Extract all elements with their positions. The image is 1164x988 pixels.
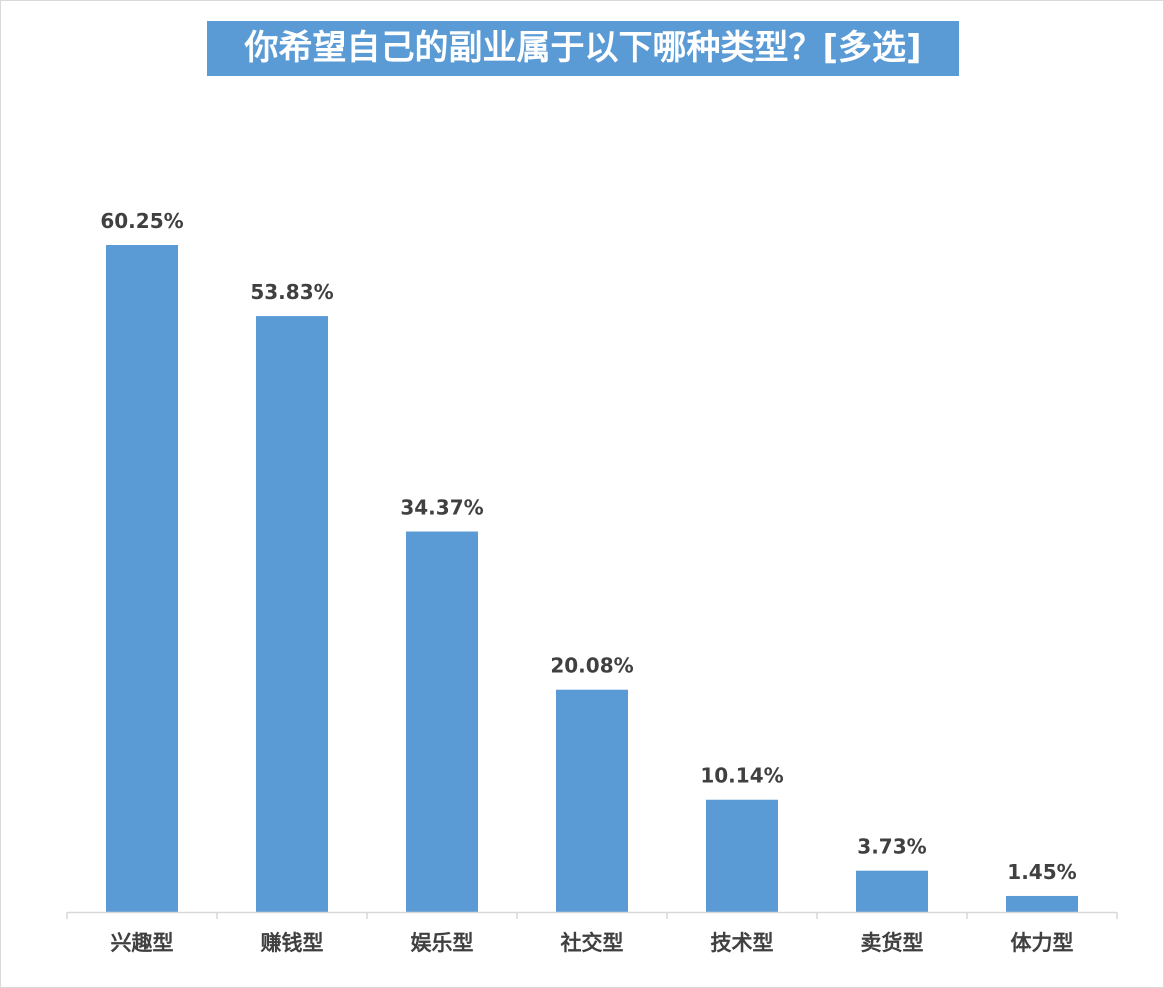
bar-6: [856, 870, 928, 912]
category-label-7: 体力型: [1011, 931, 1074, 955]
bar-5: [706, 799, 778, 912]
bars-group: [106, 245, 1078, 912]
bar-4: [556, 689, 628, 912]
category-labels-group: 兴趣型 赚钱型 娱乐型 社交型 技术型 卖货型 体力型: [111, 931, 1074, 955]
data-label-4: 20.08%: [550, 654, 633, 678]
data-label-6: 3.73%: [857, 835, 926, 859]
bar-2: [256, 316, 328, 912]
category-label-5: 技术型: [711, 931, 774, 955]
x-axis: [66, 911, 1118, 919]
bar-7: [1006, 895, 1078, 912]
category-label-4: 社交型: [560, 931, 624, 955]
category-label-2: 赚钱型: [261, 931, 324, 955]
chart-title: 你希望自己的副业属于以下哪种类型？[多选]: [207, 21, 959, 76]
category-label-1: 兴趣型: [111, 931, 174, 955]
data-label-1: 60.25%: [100, 209, 183, 233]
bar-1: [106, 245, 178, 912]
category-label-3: 娱乐型: [411, 931, 474, 955]
data-labels-group: 60.25% 53.83% 34.37% 20.08% 10.14% 3.73% 1.45%: [100, 209, 1076, 884]
data-label-5: 10.14%: [700, 764, 783, 788]
data-label-2: 53.83%: [250, 280, 333, 304]
category-label-6: 卖货型: [861, 931, 924, 955]
data-label-3: 34.37%: [400, 496, 483, 520]
bar-3: [406, 531, 478, 912]
data-label-7: 1.45%: [1007, 860, 1076, 884]
